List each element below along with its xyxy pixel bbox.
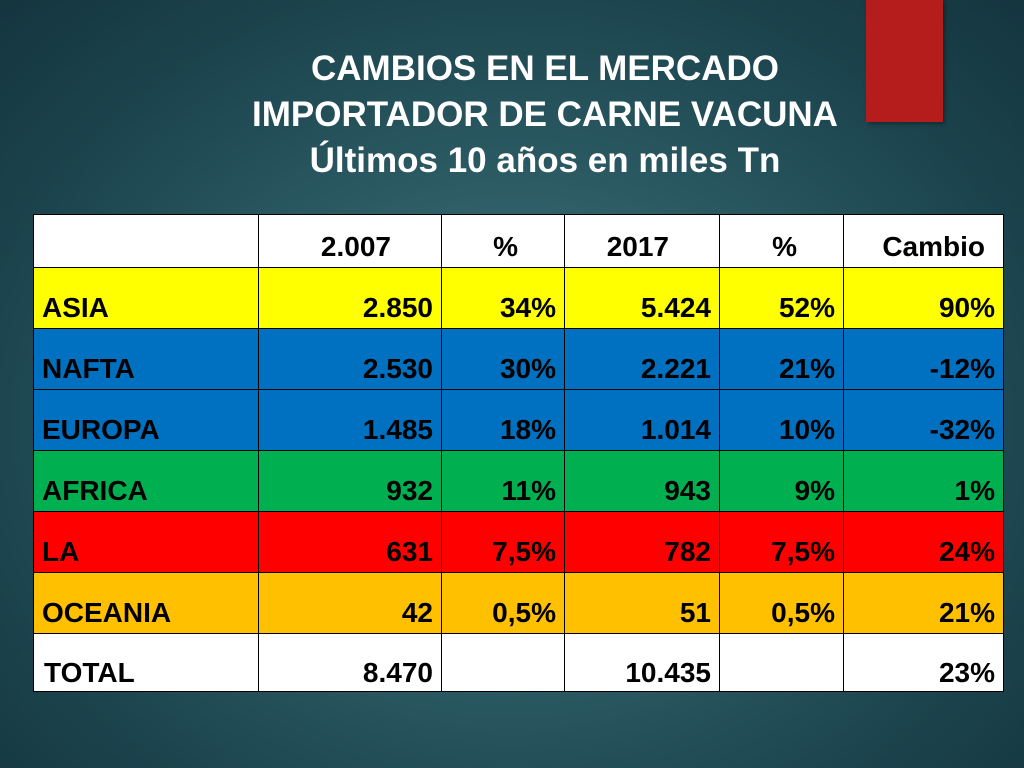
region-name: ASIA <box>33 267 259 329</box>
percent-2017: 7,5% <box>719 511 844 573</box>
title-line-2: IMPORTADOR DE CARNE VACUNA <box>252 95 838 134</box>
table-row: NAFTA 2.530 30% 2.221 21% -12% <box>33 328 1004 390</box>
total-label: TOTAL <box>33 633 259 692</box>
change-percent: -12% <box>843 328 1004 390</box>
header-cell-cambio: Cambio <box>843 214 1004 268</box>
percent-2017: 10% <box>719 389 844 451</box>
beef-import-table: 2.007 % 2017 % Cambio ASIA 2.850 34% 5.4… <box>33 214 1004 692</box>
table-total-row: TOTAL 8.470 10.435 23% <box>33 633 1004 692</box>
region-name: LA <box>33 511 259 573</box>
slide-title: CAMBIOS EN EL MERCADO IMPORTADOR DE CARN… <box>160 46 930 184</box>
percent-2017: 0,5% <box>719 572 844 634</box>
total-percent-2007 <box>441 633 565 692</box>
percent-2007: 30% <box>441 328 565 390</box>
total-2007: 8.470 <box>258 633 442 692</box>
percent-2007: 18% <box>441 389 565 451</box>
table-row: EUROPA 1.485 18% 1.014 10% -32% <box>33 389 1004 451</box>
value-2007: 1.485 <box>258 389 442 451</box>
region-name: EUROPA <box>33 389 259 451</box>
header-cell-pct-2007: % <box>441 214 565 268</box>
header-cell-2017: 2017 <box>564 214 720 268</box>
value-2007: 2.530 <box>258 328 442 390</box>
value-2007: 631 <box>258 511 442 573</box>
value-2017: 782 <box>564 511 720 573</box>
header-cell-pct-2017: % <box>719 214 844 268</box>
change-percent: 21% <box>843 572 1004 634</box>
total-percent-2017 <box>719 633 844 692</box>
region-name: OCEANIA <box>33 572 259 634</box>
change-percent: 90% <box>843 267 1004 329</box>
table-row: LA 631 7,5% 782 7,5% 24% <box>33 511 1004 573</box>
value-2017: 1.014 <box>564 389 720 451</box>
percent-2017: 9% <box>719 450 844 512</box>
percent-2007: 0,5% <box>441 572 565 634</box>
value-2017: 943 <box>564 450 720 512</box>
value-2007: 932 <box>258 450 442 512</box>
title-line-3: Últimos 10 años en miles Tn <box>309 141 781 180</box>
value-2017: 2.221 <box>564 328 720 390</box>
percent-2007: 11% <box>441 450 565 512</box>
value-2007: 2.850 <box>258 267 442 329</box>
value-2007: 42 <box>258 572 442 634</box>
title-line-1: CAMBIOS EN EL MERCADO <box>311 49 779 88</box>
percent-2017: 52% <box>719 267 844 329</box>
percent-2017: 21% <box>719 328 844 390</box>
total-2017: 10.435 <box>564 633 720 692</box>
header-cell-2007: 2.007 <box>258 214 442 268</box>
change-percent: 24% <box>843 511 1004 573</box>
table-row: ASIA 2.850 34% 5.424 52% 90% <box>33 267 1004 329</box>
value-2017: 51 <box>564 572 720 634</box>
region-name: NAFTA <box>33 328 259 390</box>
table-header-row: 2.007 % 2017 % Cambio <box>33 214 1004 268</box>
table-row: AFRICA 932 11% 943 9% 1% <box>33 450 1004 512</box>
change-percent: 1% <box>843 450 1004 512</box>
total-change: 23% <box>843 633 1004 692</box>
percent-2007: 7,5% <box>441 511 565 573</box>
header-cell-region <box>33 214 259 268</box>
value-2017: 5.424 <box>564 267 720 329</box>
table-row: OCEANIA 42 0,5% 51 0,5% 21% <box>33 572 1004 634</box>
change-percent: -32% <box>843 389 1004 451</box>
region-name: AFRICA <box>33 450 259 512</box>
decorative-accent-bar <box>866 0 943 122</box>
percent-2007: 34% <box>441 267 565 329</box>
